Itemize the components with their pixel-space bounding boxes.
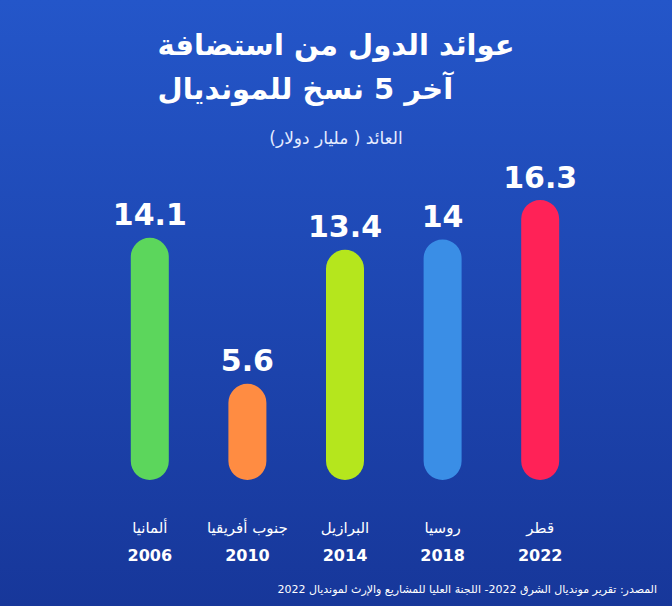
svg-text:5.6: 5.6 xyxy=(221,343,274,378)
svg-text:2006: 2006 xyxy=(128,546,173,565)
svg-text:2010: 2010 xyxy=(225,546,270,565)
svg-text:ألمانيا: ألمانيا xyxy=(132,518,167,537)
svg-text:آخر 5 نسخ للمونديال: آخر 5 نسخ للمونديال xyxy=(157,71,454,106)
svg-text:العائد ( مليار دولار): العائد ( مليار دولار) xyxy=(269,128,402,148)
svg-text:قطر: قطر xyxy=(525,519,554,537)
svg-text:13.4: 13.4 xyxy=(308,209,382,244)
svg-text:14: 14 xyxy=(422,199,464,234)
svg-text:2014: 2014 xyxy=(323,546,368,565)
svg-text:2018: 2018 xyxy=(420,546,465,565)
svg-text:روسيا: روسيا xyxy=(425,519,461,537)
svg-text:جنوب أفريقيا: جنوب أفريقيا xyxy=(207,518,288,537)
svg-text:عوائد الدول من استضافة: عوائد الدول من استضافة xyxy=(157,28,514,62)
svg-text:2022: 2022 xyxy=(518,546,563,565)
svg-text:16.3: 16.3 xyxy=(503,160,577,195)
svg-text:المصدر: تقرير مونديال الشرق 20: المصدر: تقرير مونديال الشرق 2022- اللجنة… xyxy=(277,583,657,596)
svg-text:البرازيل: البرازيل xyxy=(321,519,370,537)
svg-text:14.1: 14.1 xyxy=(113,197,187,232)
